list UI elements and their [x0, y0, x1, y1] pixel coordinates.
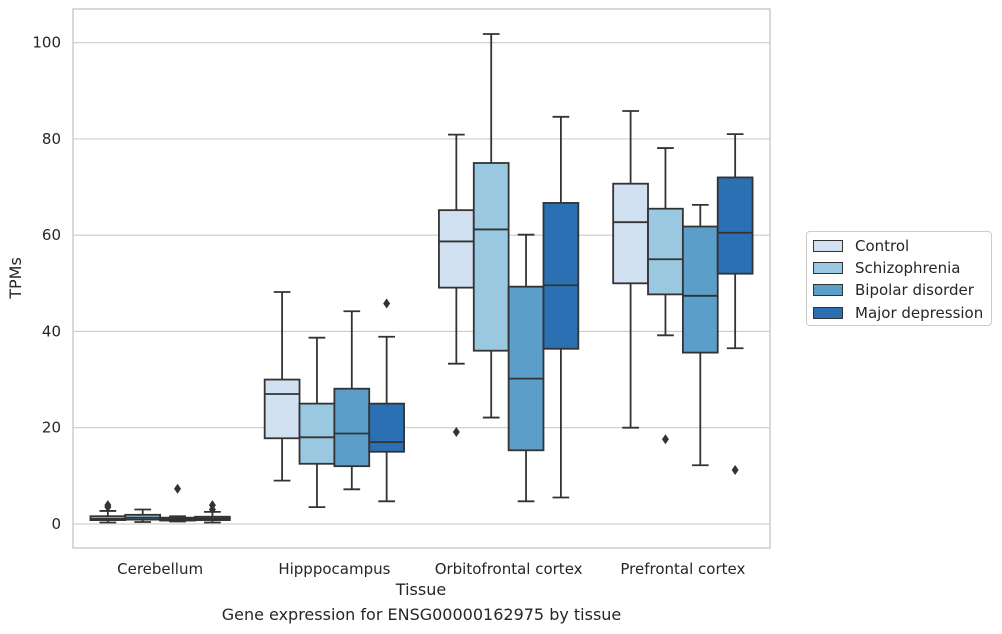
- y-axis-label: TPMs: [6, 257, 25, 300]
- series-major-depression: [194, 115, 754, 524]
- legend-item-major-depression: Major depression: [813, 303, 983, 323]
- box: [612, 110, 649, 429]
- outlier-point: [383, 298, 391, 309]
- legend-swatch-control: [813, 240, 843, 252]
- box-body: [612, 182, 649, 285]
- legend-label-control: Control: [855, 237, 910, 255]
- y-tick-label: 80: [42, 130, 61, 148]
- legend-item-schizophrenia: Schizophrenia: [813, 258, 960, 278]
- figure-caption: Gene expression for ENSG00000162975 by t…: [221, 605, 622, 624]
- outlier-point: [104, 502, 112, 513]
- box: [89, 500, 127, 524]
- x-axis-ticks: Cerebellum Hipppocampus Orbitofrontal cort…: [117, 560, 745, 578]
- y-tick-label: 100: [32, 34, 61, 52]
- y-tick-label: 40: [42, 322, 61, 340]
- box-body: [681, 225, 719, 354]
- box-body: [647, 207, 684, 296]
- outlier-point: [452, 427, 460, 438]
- box: [542, 115, 580, 499]
- box: [194, 500, 231, 524]
- box-body: [542, 202, 580, 350]
- box: [472, 33, 510, 419]
- box: [507, 233, 545, 503]
- box: [333, 310, 371, 491]
- legend-item-bipolar-disorder: Bipolar disorder: [813, 280, 974, 300]
- outlier-point: [731, 465, 739, 476]
- box: [298, 336, 336, 508]
- box: [159, 483, 196, 523]
- legend-label-bipolar-disorder: Bipolar disorder: [855, 281, 974, 299]
- box: [438, 133, 475, 438]
- outlier-point: [661, 434, 669, 445]
- legend-label-major-depression: Major depression: [855, 304, 984, 322]
- legend: Control Schizophrenia Bipolar disorder M…: [806, 231, 992, 326]
- y-tick-label: 60: [42, 226, 61, 244]
- box: [124, 508, 162, 523]
- legend-swatch-bipolar-disorder: [813, 284, 843, 296]
- legend-swatch-major-depression: [813, 307, 843, 319]
- box-body: [716, 176, 754, 275]
- series-schizophrenia: [124, 33, 684, 523]
- box: [368, 298, 405, 503]
- legend-item-control: Control: [813, 236, 909, 256]
- x-tick-label: Orbitofrontal cortex: [435, 560, 583, 578]
- y-tick-label: 0: [51, 515, 61, 533]
- legend-label-schizophrenia: Schizophrenia: [855, 259, 961, 277]
- box-body: [438, 209, 475, 289]
- box-body: [507, 285, 545, 452]
- box: [681, 203, 719, 467]
- box-body: [333, 387, 371, 468]
- series-control: [89, 110, 649, 524]
- series-bipolar-disorder: [159, 203, 719, 523]
- box-body: [298, 402, 336, 465]
- box-body: [472, 162, 510, 352]
- box: [263, 291, 301, 482]
- box-body: [368, 402, 405, 453]
- outlier-point: [174, 483, 182, 494]
- legend-swatch-schizophrenia: [813, 262, 843, 274]
- x-tick-label: Prefrontal cortex: [620, 560, 745, 578]
- x-tick-label: Hipppocampus: [278, 560, 390, 578]
- plot-frame: [72, 8, 771, 549]
- y-axis-ticks: 0 20 40 60 80 100: [32, 34, 61, 533]
- box: [647, 147, 684, 445]
- grid-lines: [73, 42, 770, 525]
- outlier-point: [208, 504, 216, 515]
- box: [716, 133, 754, 476]
- box-body: [263, 378, 301, 440]
- box-series: [89, 33, 754, 524]
- y-tick-label: 20: [42, 419, 61, 437]
- x-tick-label: Cerebellum: [117, 560, 203, 578]
- x-axis-label: Tissue: [395, 580, 446, 599]
